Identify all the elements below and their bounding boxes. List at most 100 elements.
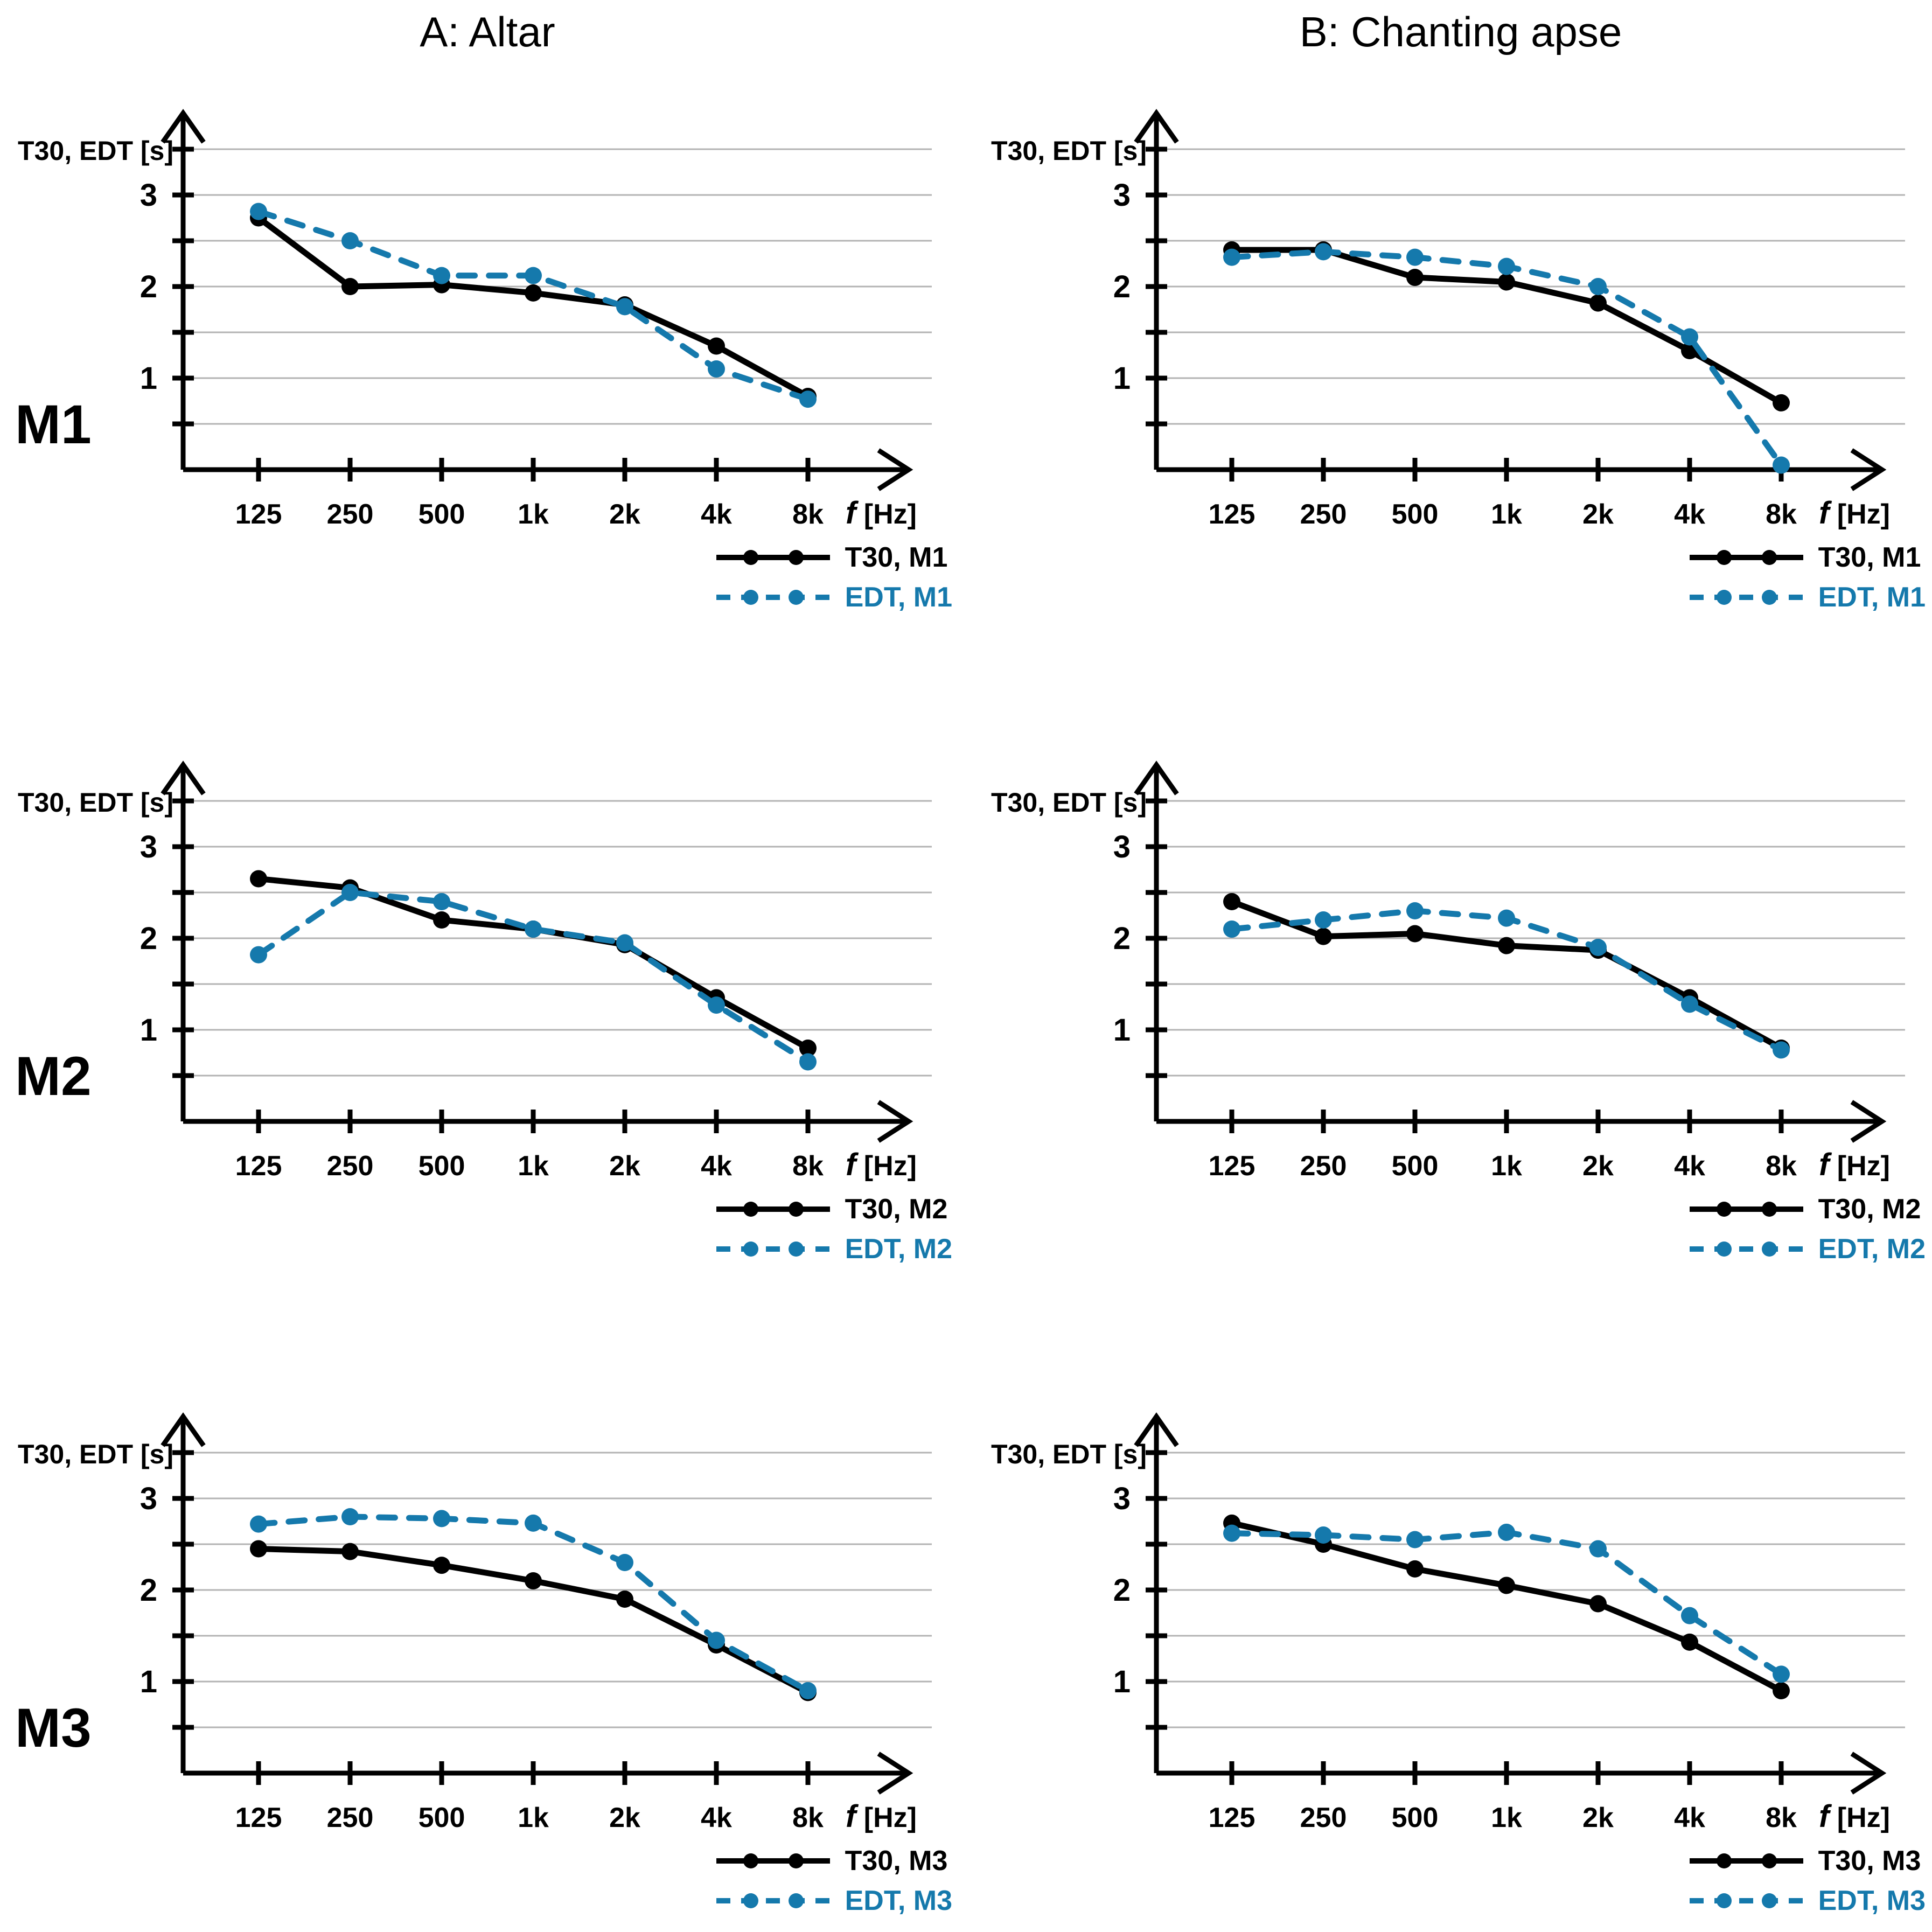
y-tick-label: 2	[140, 1573, 157, 1608]
t30-marker	[250, 870, 267, 888]
edt-marker	[525, 1514, 542, 1532]
t30-marker	[1498, 273, 1515, 291]
edt-line	[255, 889, 811, 1065]
x-tick-label: 250	[1300, 1802, 1347, 1833]
edt-legend-sample-icon	[716, 590, 830, 605]
chart-m1-apse: 1 2 3 T30, EDT [s] 125 250 500 1k 2k 4k 8k f [Hz] T3…	[989, 60, 1932, 637]
plot-m1-altar: 1 2 3 T30, EDT [s] 125 250 500 1k 2k 4k 8k f [Hz]	[18, 109, 932, 531]
edt-legend-marker	[743, 1893, 758, 1908]
chart-m3-apse: 1 2 3 T30, EDT [s] 125 250 500 1k 2k 4k 8k f [Hz] T3…	[989, 1364, 1932, 1932]
legend-label-edt: EDT, M2	[845, 1233, 952, 1265]
y-axis-arrow	[1134, 109, 1179, 144]
y-tick-label: 1	[1113, 1664, 1131, 1699]
legend-label-edt: EDT, M1	[845, 582, 952, 613]
x-tick-label: 4k	[1674, 1802, 1705, 1833]
edt-line	[255, 208, 811, 402]
edt-marker	[525, 267, 542, 284]
x-tick-label: 4k	[1674, 1150, 1705, 1182]
edt-legend-sample-icon	[1689, 590, 1803, 605]
row-label-m1: M1	[15, 394, 92, 455]
x-axis-arrow	[877, 1752, 913, 1795]
edt-marker	[1223, 1524, 1240, 1542]
x-axis-title: f [Hz]	[846, 1147, 917, 1182]
x-tick-label: 250	[1300, 499, 1347, 530]
legend-label-t30: T30, M2	[1818, 1194, 1921, 1225]
chart-m2-apse: 1 2 3 T30, EDT [s] 125 250 500 1k 2k 4k 8k f [Hz] T3…	[989, 712, 1932, 1288]
t30-marker	[1406, 269, 1424, 286]
x-tick-label: 500	[1392, 499, 1439, 530]
t30-line	[255, 215, 811, 400]
edt-marker	[1773, 1665, 1790, 1683]
legend-label-t30: T30, M3	[845, 1845, 948, 1877]
edt-marker	[1773, 1041, 1790, 1059]
edt-marker	[433, 893, 450, 910]
y-axis-title: T30, EDT [s]	[18, 787, 173, 818]
x-tick-label: 2k	[1582, 1150, 1614, 1182]
t30-marker	[1589, 294, 1607, 312]
x-tick-label: 2k	[609, 1150, 640, 1182]
x-tick-label: 1k	[518, 1802, 549, 1833]
y-axis-arrow	[1134, 761, 1179, 796]
t30-marker	[433, 911, 450, 929]
x-tick-label: 500	[419, 1150, 465, 1182]
edt-marker	[799, 1053, 817, 1071]
t30-marker	[1498, 937, 1515, 954]
edt-marker	[1498, 909, 1515, 927]
y-tick-label: 3	[140, 829, 157, 864]
t30-legend-marker	[1761, 1853, 1777, 1868]
x-axis-title: f [Hz]	[1819, 496, 1890, 531]
edt-marker	[341, 884, 359, 901]
legend-item-edt: EDT, M2	[1689, 1233, 1926, 1265]
y-tick-label: 3	[1113, 829, 1131, 864]
legend-m2-apse: T30, M2 EDT, M2	[1689, 1194, 1926, 1265]
legend-item-t30: T30, M1	[715, 542, 947, 573]
edt-marker	[250, 1515, 267, 1533]
edt-legend-marker	[1716, 1241, 1732, 1257]
x-tick-label: 125	[1209, 1150, 1256, 1182]
edt-marker	[799, 1682, 817, 1699]
t30-marker	[341, 1543, 359, 1560]
t30-legend-marker	[1716, 550, 1732, 565]
edt-marker	[525, 920, 542, 938]
t30-marker	[1773, 394, 1790, 411]
t30-legend-sample-icon	[1689, 1853, 1803, 1868]
legend-item-edt: EDT, M1	[1689, 582, 1926, 613]
edt-marker	[1223, 920, 1240, 938]
x-tick-label: 4k	[701, 1150, 732, 1182]
edt-marker	[1223, 248, 1240, 266]
t30-marker	[525, 1572, 542, 1589]
edt-marker	[250, 203, 267, 220]
y-tick-label: 2	[1113, 269, 1131, 304]
y-tick-label: 1	[140, 1013, 157, 1048]
t30-legend-sample-icon	[1689, 550, 1803, 565]
legend-label-edt: EDT, M3	[845, 1885, 952, 1916]
edt-marker	[433, 267, 450, 284]
column-title-altar: A: Altar	[420, 8, 555, 55]
edt-marker	[1315, 1526, 1332, 1544]
y-axis-arrow	[161, 1412, 206, 1447]
y-axis-title: T30, EDT [s]	[991, 136, 1147, 166]
edt-marker	[1589, 278, 1607, 295]
t30-line	[255, 1546, 811, 1696]
legend-m3-apse: T30, M3 EDT, M3	[1689, 1845, 1926, 1916]
x-tick-label: 500	[419, 1802, 465, 1833]
t30-marker	[341, 278, 359, 295]
edt-marker	[616, 1554, 633, 1571]
legend-m2-altar: T30, M2 EDT, M2	[715, 1194, 952, 1265]
x-tick-label: 4k	[701, 499, 732, 530]
plot-m1-apse: 1 2 3 T30, EDT [s] 125 250 500 1k 2k 4k 8k f [Hz]	[991, 109, 1905, 531]
edt-legend-sample-icon	[1689, 1241, 1803, 1257]
t30-marker	[799, 1040, 817, 1057]
legend-item-edt: EDT, M3	[715, 1885, 952, 1916]
edt-marker	[433, 1510, 450, 1528]
legend-item-edt: EDT, M1	[715, 582, 952, 613]
legend-m3-altar: T30, M3 EDT, M3	[715, 1845, 952, 1916]
t30-marker	[1315, 927, 1332, 945]
t30-marker	[708, 337, 725, 355]
y-tick-label: 2	[140, 921, 157, 956]
plot-m2-altar: 1 2 3 T30, EDT [s] 125 250 500 1k 2k 4k 8k f [Hz]	[18, 761, 932, 1182]
x-axis-arrow	[877, 1100, 913, 1143]
t30-legend-marker	[1716, 1202, 1732, 1217]
x-tick-label: 2k	[1582, 1802, 1614, 1833]
